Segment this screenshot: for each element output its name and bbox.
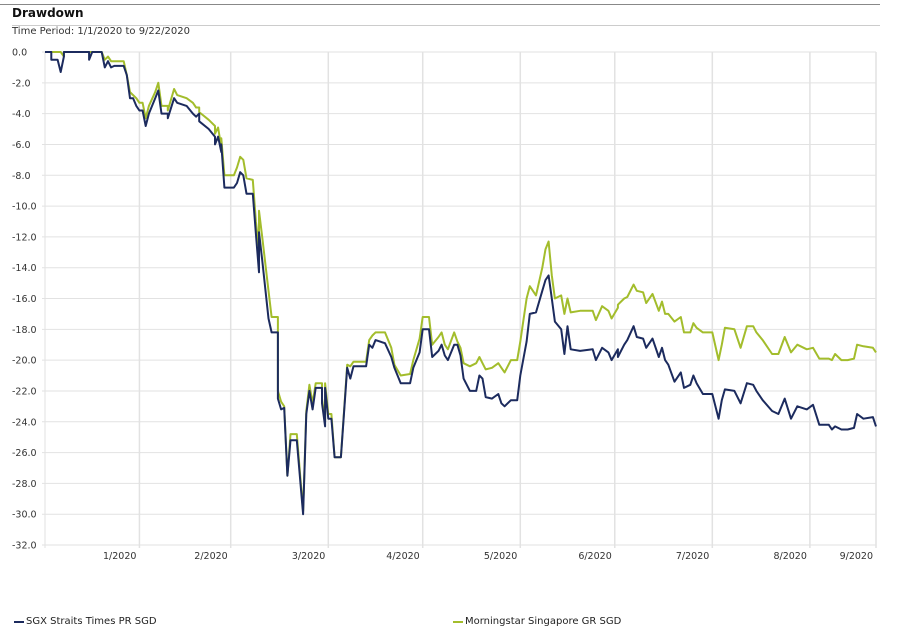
y-tick-label: -8.0 (12, 171, 31, 182)
y-tick-label: -2.0 (12, 78, 31, 89)
y-tick-label: 0.0 (12, 48, 27, 59)
y-tick-label: -20.0 (12, 356, 37, 367)
y-tick-label: -10.0 (12, 202, 37, 213)
y-tick-label: -30.0 (12, 510, 37, 521)
y-tick-label: -16.0 (12, 294, 37, 305)
title-divider (12, 25, 880, 26)
y-tick-label: -4.0 (12, 109, 31, 120)
x-tick-label: 5/2020 (484, 551, 517, 562)
legend-swatch-sgx (14, 620, 24, 623)
y-tick-label: -6.0 (12, 140, 31, 151)
legend-swatch-morningstar (453, 620, 463, 623)
y-tick-label: -14.0 (12, 263, 37, 274)
series-line-morningstar (45, 51, 877, 513)
y-tick-label: -22.0 (12, 386, 37, 397)
x-tick-label: 2/2020 (194, 551, 227, 562)
x-tick-label: 1/2020 (103, 551, 136, 562)
time-period-label: Time Period: 1/1/2020 to 9/22/2020 (12, 26, 190, 37)
y-tick-label: -18.0 (12, 325, 37, 336)
y-tick-label: -32.0 (12, 541, 37, 552)
x-tick-label: 7/2020 (676, 551, 709, 562)
y-tick-label: -24.0 (12, 417, 37, 428)
x-tick-label: 6/2020 (578, 551, 611, 562)
series-line-sgx (45, 51, 877, 516)
x-tick-label: 4/2020 (386, 551, 419, 562)
y-tick-label: -26.0 (12, 448, 37, 459)
legend-label-sgx: SGX Straits Times PR SGD (26, 616, 157, 627)
y-tick-label: -28.0 (12, 479, 37, 490)
legend-item-morningstar[interactable]: Morningstar Singapore GR SGD (453, 616, 621, 627)
legend-item-sgx[interactable]: SGX Straits Times PR SGD (14, 616, 157, 627)
chart-title: Drawdown (12, 6, 84, 20)
y-tick-label: -12.0 (12, 232, 37, 243)
top-divider (0, 4, 880, 5)
x-tick-label: 9/2020 (840, 551, 873, 562)
y-axis: 0.0 -2.0 -4.0 -6.0 -8.0 -10.0 -12.0 -14.0 -16.0 -… (12, 48, 37, 552)
grid (42, 51, 877, 548)
series-lines (45, 51, 877, 516)
x-tick-label: 8/2020 (773, 551, 806, 562)
x-axis: 1/2020 2/2020 3/2020 4/2020 5/2020 6/2020 7/20… (103, 551, 873, 562)
x-tick-label: 3/2020 (292, 551, 325, 562)
legend-label-morningstar: Morningstar Singapore GR SGD (465, 616, 622, 627)
